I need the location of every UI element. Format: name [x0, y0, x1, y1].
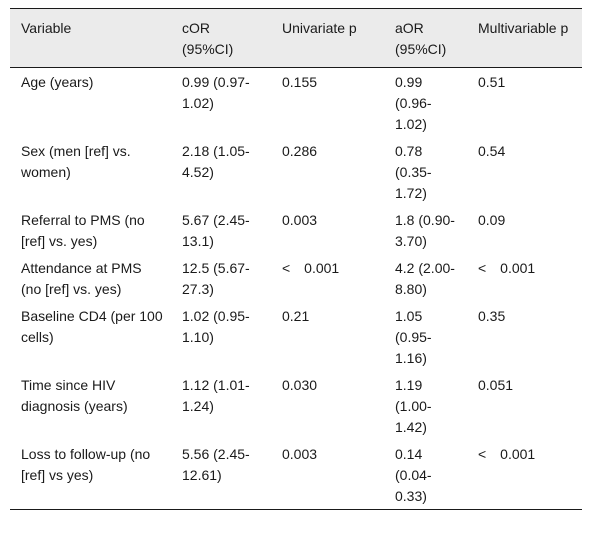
header-cor: cOR (95%CI) [171, 8, 271, 68]
cell-cor: 5.67 (2.45-13.1) [182, 212, 250, 249]
cell-cor: 5.56 (2.45-12.61) [171, 440, 271, 510]
cell-cor: 2.18 (1.05-4.52) [182, 143, 250, 180]
cell-cor: 1.12 (1.01-1.24) [182, 377, 250, 414]
cell-aor: 1.19 (1.00-1.42) [395, 377, 432, 435]
cell-multivariable-p: < 0.001 [467, 440, 582, 510]
table-body: Age (years) 0.99 (0.97-1.02) 0.155 0.99 … [10, 68, 582, 510]
cell-univariate-p: 0.286 [282, 143, 318, 159]
cell-univariate-p: < 0.001 [282, 260, 340, 276]
header-row: Variable cOR (95%CI) Univariate p aOR (9… [10, 8, 582, 68]
cell-univariate-p: 0.003 [282, 212, 318, 228]
cell-variable: Attendance at PMS (no [ref] vs. yes) [21, 260, 142, 297]
header-variable: Variable [10, 8, 171, 68]
cell-multivariable-p: 0.54 [478, 143, 506, 159]
cell-univariate-p: 0.003 [271, 440, 384, 510]
table-row: Sex (men [ref] vs. women) 2.18 (1.05-4.5… [10, 137, 582, 206]
cell-multivariable-p: 0.51 [478, 74, 506, 90]
cell-univariate-p: 0.155 [282, 74, 318, 90]
table-row: Referral to PMS (no [ref] vs. yes) 5.67 … [10, 206, 582, 254]
cell-aor: 4.2 (2.00-8.80) [395, 260, 455, 297]
cell-multivariable-p: 0.051 [478, 377, 514, 393]
table-row: Attendance at PMS (no [ref] vs. yes) 12.… [10, 254, 582, 302]
cell-aor: 0.78 (0.35-1.72) [395, 143, 432, 201]
regression-results-table: Variable cOR (95%CI) Univariate p aOR (9… [10, 8, 582, 510]
cell-univariate-p: 0.21 [282, 308, 310, 324]
cell-aor: 0.14 (0.04-0.33) [384, 440, 467, 510]
cell-cor: 1.02 (0.95-1.10) [182, 308, 250, 345]
cell-variable: Time since HIV diagnosis (years) [21, 377, 128, 414]
cell-multivariable-p: < 0.001 [478, 260, 536, 276]
header-multivariable-p: Multivariable p [467, 8, 582, 68]
table-row: Baseline CD4 (per 100 cells) 1.02 (0.95-… [10, 302, 582, 371]
cell-cor: 12.5 (5.67-27.3) [182, 260, 250, 297]
header-univariate-p: Univariate p [271, 8, 384, 68]
table-row: Loss to follow-up (no [ref] vs yes) 5.56… [10, 440, 582, 510]
cell-variable: Loss to follow-up (no [ref] vs yes) [10, 440, 171, 510]
cell-variable: Sex (men [ref] vs. women) [21, 143, 131, 180]
cell-aor: 1.8 (0.90-3.70) [395, 212, 455, 249]
cell-multivariable-p: 0.35 [478, 308, 506, 324]
cell-aor: 1.05 (0.95-1.16) [395, 308, 432, 366]
cell-multivariable-p: 0.09 [478, 212, 506, 228]
table-row: Time since HIV diagnosis (years) 1.12 (1… [10, 371, 582, 440]
cell-variable: Age (years) [21, 74, 94, 90]
table-row: Age (years) 0.99 (0.97-1.02) 0.155 0.99 … [10, 68, 582, 138]
header-aor: aOR (95%CI) [384, 8, 467, 68]
results-table-container: Variable cOR (95%CI) Univariate p aOR (9… [10, 8, 582, 510]
cell-aor: 0.99 (0.96-1.02) [395, 74, 432, 132]
cell-variable: Baseline CD4 (per 100 cells) [21, 308, 163, 345]
table-header: Variable cOR (95%CI) Univariate p aOR (9… [10, 8, 582, 68]
cell-variable: Referral to PMS (no [ref] vs. yes) [21, 212, 145, 249]
cell-univariate-p: 0.030 [282, 377, 318, 393]
cell-cor: 0.99 (0.97-1.02) [182, 74, 250, 111]
